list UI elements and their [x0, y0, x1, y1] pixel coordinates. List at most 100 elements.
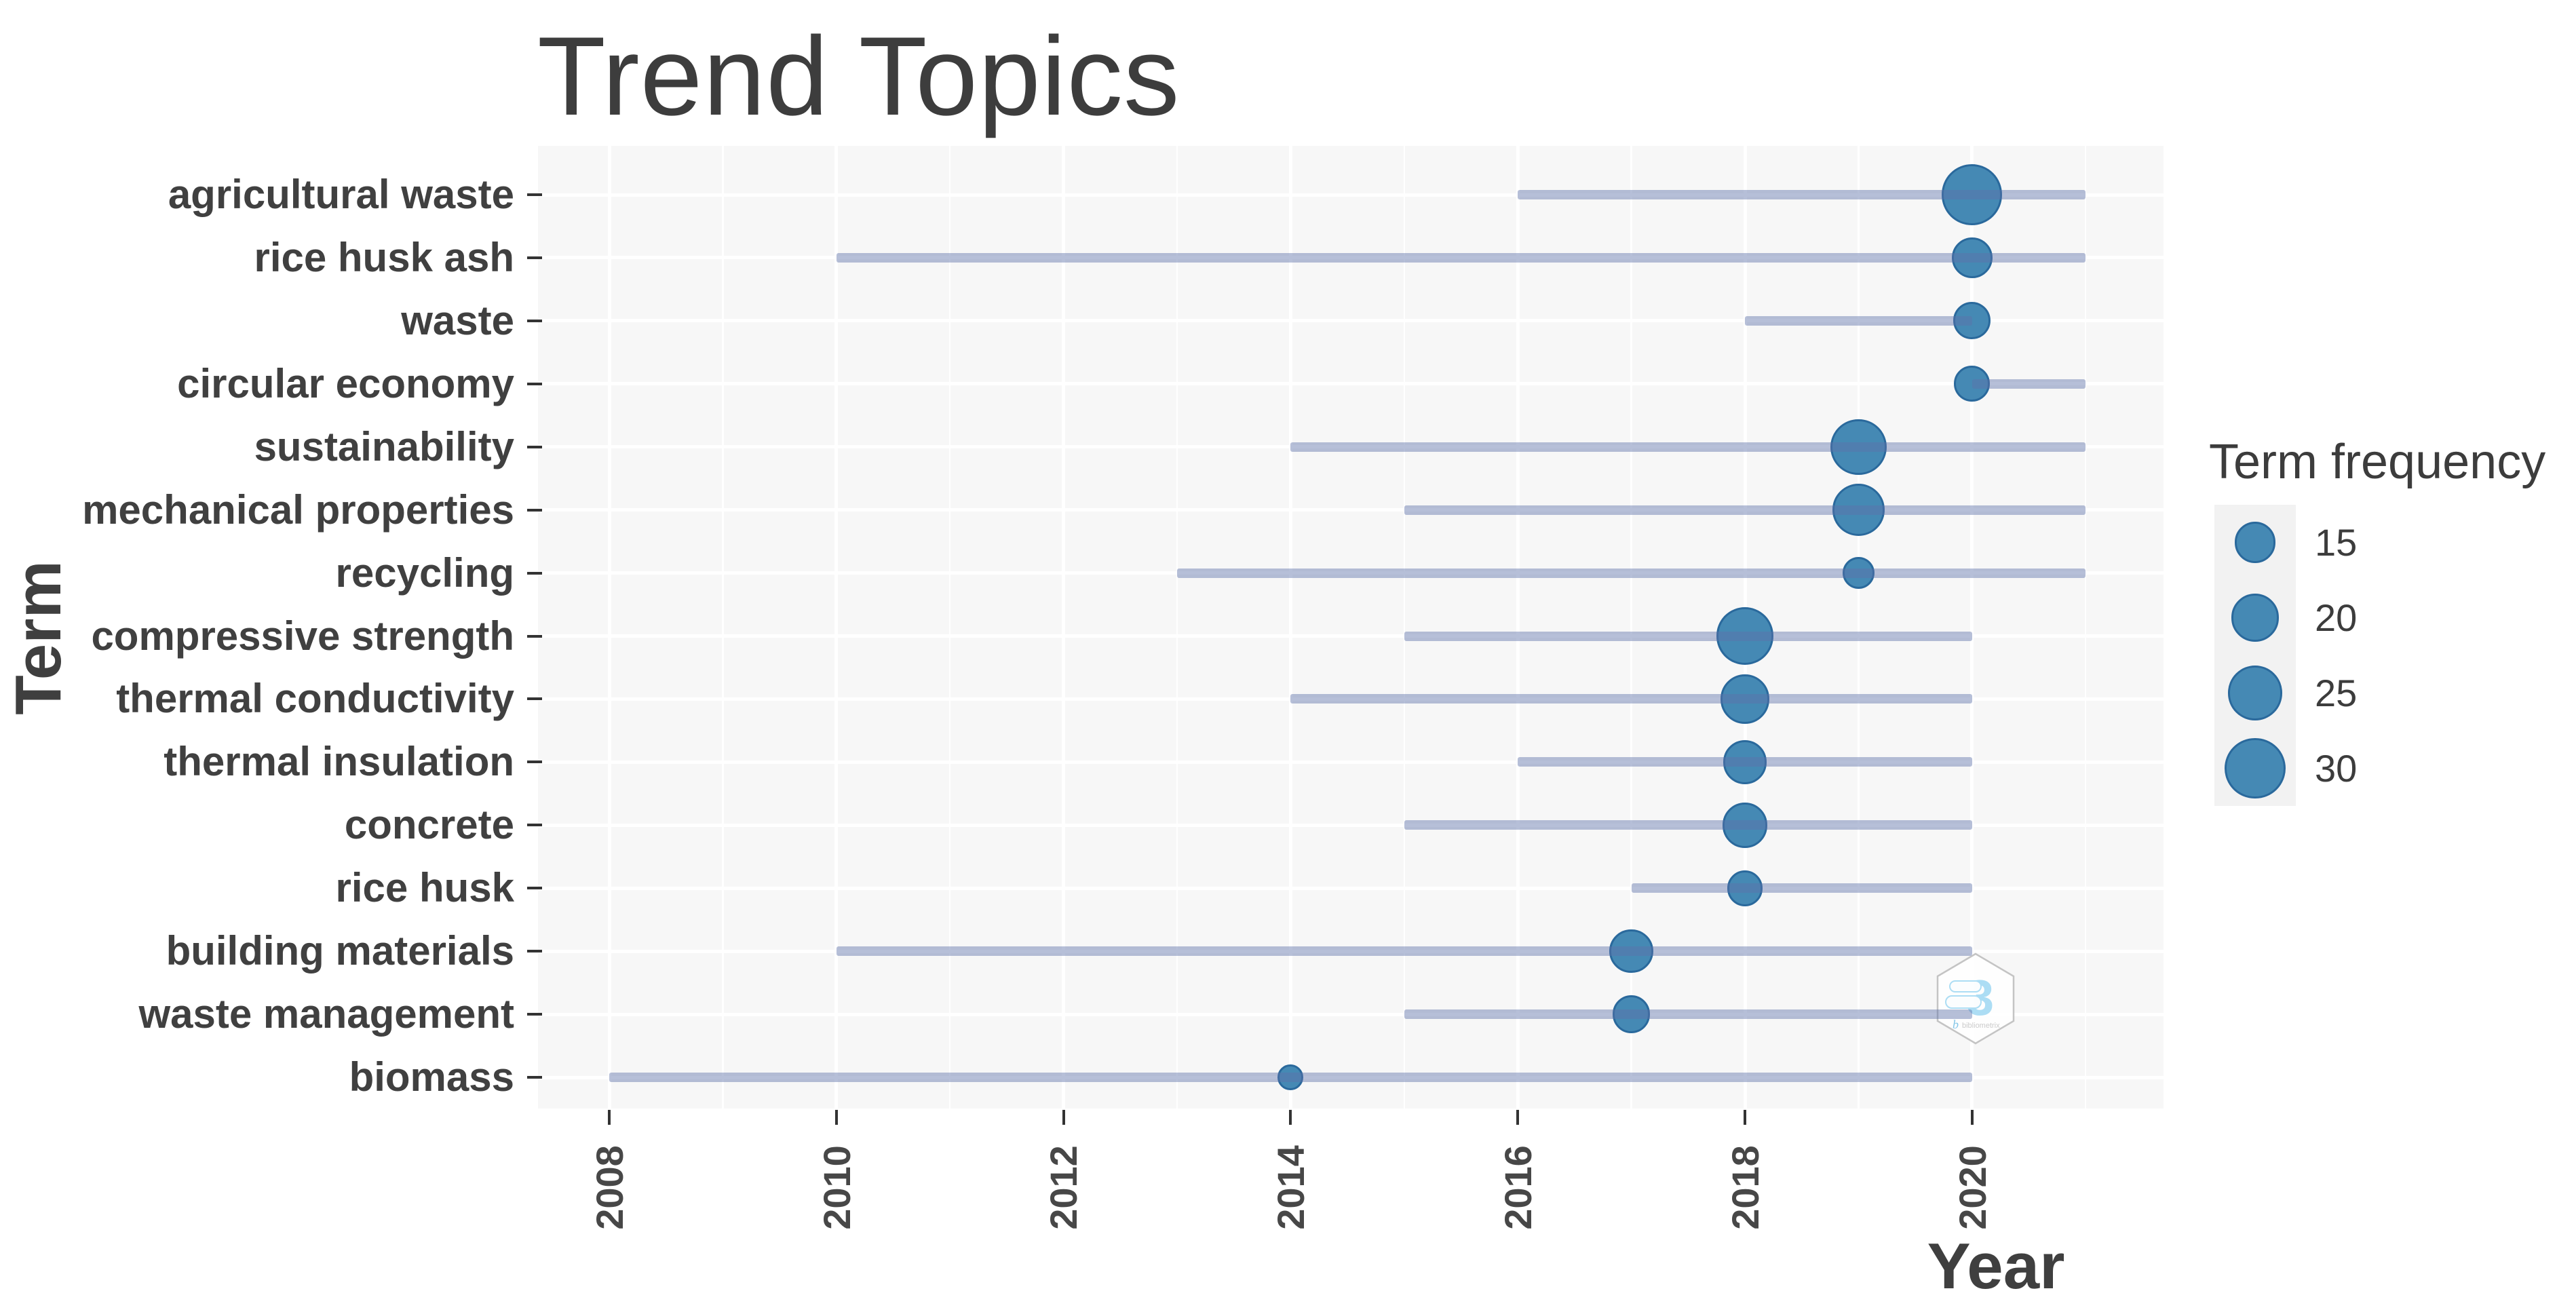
term-label: concrete [344, 802, 514, 848]
term-label: waste [401, 297, 514, 343]
x-axis-tick [1970, 1110, 1974, 1125]
term-frequency-bubble [1951, 237, 1993, 278]
major-horizontal-gridline [538, 823, 2164, 827]
x-axis-tick-label-text: 2020 [1950, 1144, 1994, 1230]
y-axis-tick [527, 571, 542, 575]
y-axis-tick [527, 887, 542, 890]
term-label: building materials [166, 928, 514, 974]
minor-vertical-gridline [948, 146, 951, 1109]
term-year-range-line [1177, 568, 2086, 578]
term-label: circular economy [177, 360, 514, 406]
major-horizontal-gridline [538, 571, 2164, 575]
term-frequency-bubble [1953, 302, 1991, 340]
legend-size-label: 25 [2315, 671, 2358, 714]
y-axis-tick [527, 319, 542, 322]
term-year-range-line [1404, 1009, 1972, 1020]
logo-b-curl-icon: b [1953, 1018, 1959, 1031]
watermark-caption: bibliometrix [1962, 1022, 2000, 1030]
legend-title: Term frequency [2209, 435, 2546, 489]
major-horizontal-gridline [538, 193, 2164, 197]
term-label: sustainability [254, 423, 514, 469]
x-axis-tick-label-text: 2010 [815, 1144, 858, 1230]
major-horizontal-gridline [538, 1075, 2164, 1079]
x-axis-tick-label: 2008 [555, 1133, 664, 1241]
term-year-range-line [1518, 757, 1972, 767]
x-axis-tick-label-text: 2014 [1269, 1144, 1312, 1230]
term-label: compressive strength [91, 613, 514, 659]
y-axis-title-text: Term [2, 560, 75, 715]
x-axis-tick-label: 2014 [1236, 1133, 1345, 1241]
major-horizontal-gridline [538, 256, 2164, 260]
x-axis-tick [1516, 1110, 1520, 1125]
major-horizontal-gridline [538, 634, 2164, 638]
term-label: rice husk [335, 865, 514, 911]
y-axis-tick [527, 193, 542, 196]
term-frequency-bubble [1722, 802, 1768, 848]
x-axis-tick-label-text: 2008 [588, 1144, 631, 1230]
legend-size-label: 30 [2315, 746, 2358, 790]
legend-size-label: 15 [2315, 520, 2358, 564]
major-vertical-gridline [1516, 146, 1520, 1109]
minor-vertical-gridline [1403, 146, 1406, 1109]
term-frequency-bubble [1954, 366, 1991, 402]
y-axis-tick [527, 445, 542, 448]
major-vertical-gridline [607, 146, 611, 1109]
major-horizontal-gridline [538, 382, 2164, 386]
major-horizontal-gridline [538, 445, 2164, 449]
term-year-range-line [609, 1073, 1972, 1083]
chart-title: Trend Topics [537, 14, 1180, 138]
major-horizontal-gridline [538, 760, 2164, 764]
minor-vertical-gridline [1630, 146, 1632, 1109]
major-horizontal-gridline [538, 949, 2164, 953]
term-frequency-bubble [1612, 995, 1651, 1033]
y-axis-tick [527, 950, 542, 953]
minor-vertical-gridline [2084, 146, 2087, 1109]
y-axis-tick [527, 824, 542, 827]
term-frequency-bubble [1723, 740, 1767, 784]
term-label: mechanical properties [82, 486, 514, 533]
term-label: agricultural waste [168, 172, 514, 217]
term-frequency-bubble [1716, 607, 1774, 665]
x-axis-tick-label: 2012 [1010, 1133, 1118, 1241]
bibliometrix-watermark-logo: 3 b bibliometrix [1936, 952, 2015, 1045]
term-year-range-line [1631, 883, 1972, 893]
term-year-range-line [1518, 190, 2086, 199]
y-axis-tick [527, 256, 542, 259]
term-year-range-line [1972, 379, 2086, 389]
major-horizontal-gridline [538, 319, 2164, 323]
x-axis-tick-label-text: 2012 [1042, 1144, 1085, 1230]
x-axis-tick-label: 2020 [1918, 1133, 2026, 1241]
x-axis-tick-label: 2016 [1463, 1133, 1572, 1241]
term-year-range-line [1404, 820, 1972, 830]
term-label: biomass [349, 1054, 514, 1100]
x-axis-tick [1289, 1110, 1292, 1125]
term-frequency-bubble [1277, 1064, 1304, 1090]
term-label: rice husk ash [254, 234, 514, 280]
x-axis-tick-label: 2018 [1691, 1133, 1799, 1241]
major-vertical-gridline [1062, 146, 1066, 1109]
term-year-range-line [1290, 442, 2086, 452]
minor-vertical-gridline [1858, 146, 1860, 1109]
legend-size-bubble [2225, 737, 2286, 799]
logo-tag-icon [1945, 995, 1982, 1009]
logo-tag-icon [1949, 980, 1982, 993]
term-frequency-bubble [1720, 674, 1770, 724]
minor-vertical-gridline [1176, 146, 1178, 1109]
y-axis-tick [527, 634, 542, 638]
x-axis-tick [608, 1110, 611, 1125]
x-axis-tick-label-text: 2016 [1496, 1144, 1539, 1230]
term-frequency-bubble [1830, 419, 1887, 475]
term-label: recycling [335, 550, 514, 596]
term-year-range-line [1404, 631, 1972, 641]
term-label: thermal conductivity [116, 676, 514, 722]
y-axis-title: Term [0, 536, 140, 739]
major-horizontal-gridline [538, 886, 2164, 890]
major-vertical-gridline [834, 146, 839, 1109]
legend-size-bubble [2234, 522, 2276, 563]
term-frequency-bubble [1942, 164, 2003, 225]
major-horizontal-gridline [538, 508, 2164, 512]
legend-size-bubble [2231, 594, 2280, 642]
y-axis-tick [527, 697, 542, 701]
minor-vertical-gridline [722, 146, 724, 1109]
